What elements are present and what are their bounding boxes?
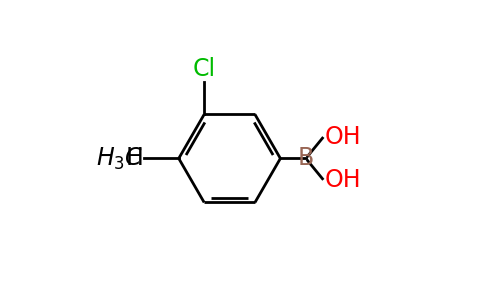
Text: OH: OH [325,124,362,148]
Text: $H_3C$: $H_3C$ [96,145,143,172]
Text: B: B [298,146,314,170]
Text: OH: OH [325,168,362,192]
Text: H: H [125,146,143,170]
Text: Cl: Cl [193,57,216,81]
